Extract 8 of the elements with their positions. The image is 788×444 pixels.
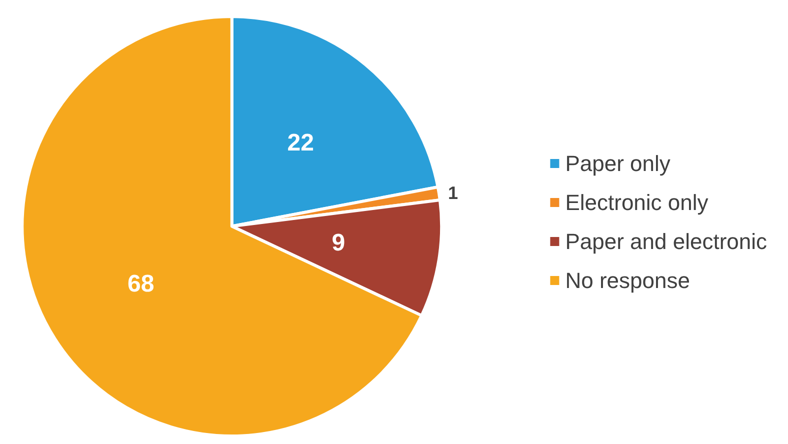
data-label: 68 xyxy=(127,270,154,298)
data-label: 9 xyxy=(332,230,346,257)
data-label: 1 xyxy=(448,182,458,203)
legend-label: Paper only xyxy=(565,151,670,176)
data-label: 22 xyxy=(287,130,314,157)
legend-label: No response xyxy=(565,268,690,293)
legend-label: Paper and electronic xyxy=(565,229,768,254)
legend-label: Electronic only xyxy=(565,190,708,215)
